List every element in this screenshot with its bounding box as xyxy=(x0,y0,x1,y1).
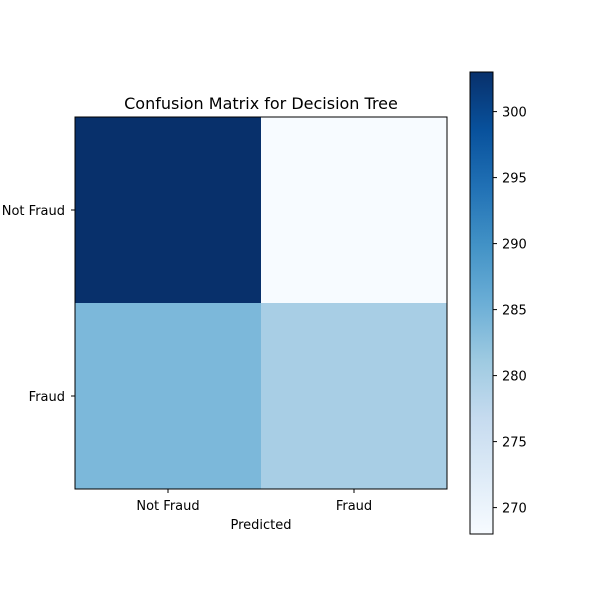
colorbar-tick-label: 285 xyxy=(502,304,527,319)
heatmap-cell-r0-c0 xyxy=(75,117,262,304)
y-axis: Not Fraud Fraud xyxy=(2,204,75,405)
heatmap-cell-r1-c0 xyxy=(75,303,262,490)
heatmap-cells xyxy=(75,117,448,490)
x-tick-label: Fraud xyxy=(336,499,372,514)
heatmap-cell-r1-c1 xyxy=(261,303,448,490)
x-axis: Not Fraud Fraud xyxy=(136,489,372,514)
x-axis-label: Predicted xyxy=(230,518,291,533)
colorbar-tick-label: 275 xyxy=(502,436,527,451)
y-tick-label: Fraud xyxy=(29,390,65,405)
chart-title: Confusion Matrix for Decision Tree xyxy=(124,94,398,113)
colorbar-tick-label: 280 xyxy=(502,370,527,385)
colorbar-axis: 270 275 280 285 290 295 300 xyxy=(493,106,527,517)
colorbar-tick-label: 270 xyxy=(502,502,527,517)
colorbar-tick-label: 295 xyxy=(502,172,527,187)
plot-frame xyxy=(74,116,448,490)
colorbar xyxy=(469,71,494,535)
colorbar-tick-label: 300 xyxy=(502,106,527,121)
y-tick-label: Not Fraud xyxy=(2,204,65,219)
colorbar-tick-label: 290 xyxy=(502,238,527,253)
x-tick-label: Not Fraud xyxy=(136,499,199,514)
heatmap-cell-r0-c1 xyxy=(261,117,448,304)
